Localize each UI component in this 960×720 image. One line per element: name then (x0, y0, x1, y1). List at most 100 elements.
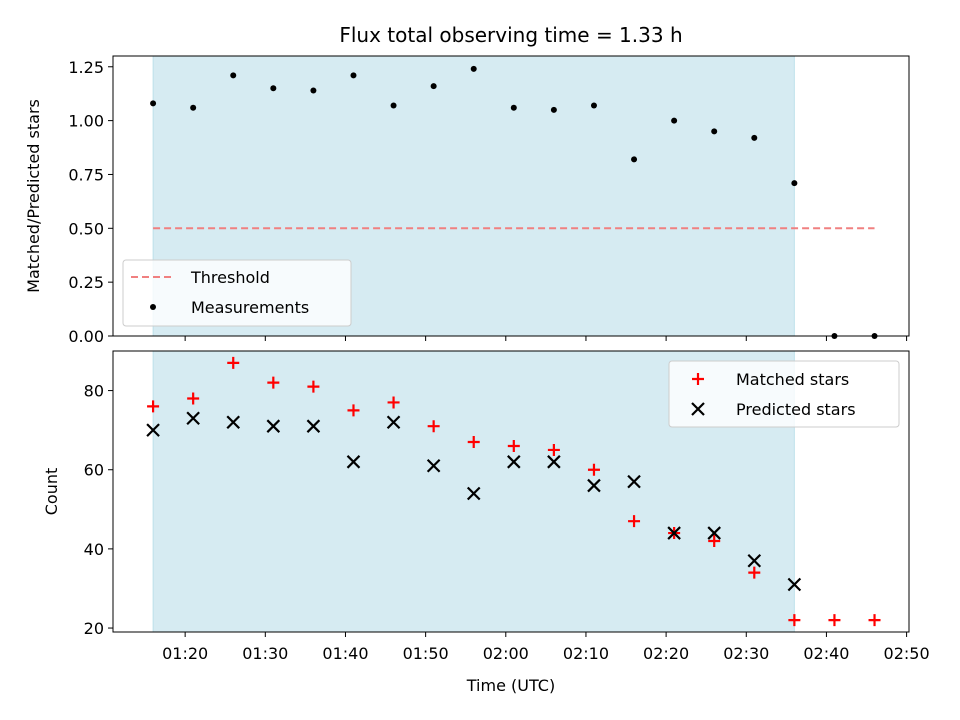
predicted-stars-point (146, 423, 160, 437)
bottom-y-ticks: 20 40 60 80 (84, 382, 113, 638)
predicted-stars-point (226, 415, 241, 430)
measurement-point (671, 117, 678, 124)
top-y-tick-label: 0.50 (68, 219, 104, 238)
matched-stars-point (828, 614, 841, 627)
bottom-y-tick-label: 80 (84, 382, 104, 401)
top-y-tick-label: 0.75 (68, 165, 104, 184)
bottom-x-tick-label: 02:00 (483, 644, 529, 663)
measurement-point (510, 104, 517, 111)
bottom-plot-frame (112, 350, 910, 633)
predicted-stars-point (426, 458, 441, 473)
bottom-x-tick-label: 02:10 (563, 644, 609, 663)
predicted-stars-point (306, 419, 321, 433)
legend-plus-marker (692, 373, 704, 385)
predicted-stars-point (547, 455, 561, 469)
legend-predicted-label: Predicted stars (736, 400, 856, 419)
matched-stars-point (387, 396, 400, 409)
measurement-point (150, 100, 157, 107)
legend-measurements-label: Measurements (191, 298, 309, 317)
bottom-x-tick-label: 02:20 (643, 644, 689, 663)
matched-stars-point (748, 566, 761, 579)
matched-stars-point (427, 420, 440, 433)
chart-title: Flux total observing time = 1.33 h (339, 23, 682, 47)
measurement-point (711, 128, 718, 135)
predicted-stars-point (186, 411, 200, 426)
predicted-stars-point (787, 577, 802, 592)
measurement-point (310, 87, 317, 94)
matched-stars-point (507, 439, 520, 452)
measurement-point (190, 104, 197, 111)
predicted-stars-point (507, 455, 521, 469)
bottom-x-ticks: 01:20 01:30 01:40 01:50 02:00 02:10 02:20 02:30… (162, 632, 930, 663)
bottom-y-axis-label: Count (42, 468, 61, 516)
top-y-ticks: 0.00 0.25 0.50 0.75 1.00 1.25 (68, 58, 113, 346)
predicted-stars-point (747, 553, 762, 568)
top-legend: Threshold Measurements (122, 259, 352, 327)
bottom-x-tick-label: 01:30 (242, 644, 288, 663)
top-y-tick-label: 0.25 (68, 273, 104, 292)
bottom-x-tick-label: 02:40 (803, 644, 849, 663)
top-y-tick-label: 0.00 (68, 327, 104, 346)
top-y-tick-label: 1.00 (68, 112, 104, 131)
matched-stars-point (307, 380, 320, 393)
matched-stars-point (587, 463, 600, 476)
top-plot-frame (112, 55, 910, 337)
top-y-axis-label: Matched/Predicted stars (24, 99, 43, 293)
predicted-stars-point (346, 455, 361, 469)
top-x-ticks (184, 336, 908, 341)
predicted-stars-point (627, 474, 641, 489)
legend-threshold-label: Threshold (190, 268, 270, 287)
measurement-point (550, 106, 557, 113)
bottom-y-tick-label: 60 (84, 461, 104, 480)
matched-stars-point (267, 376, 280, 389)
matched-stars-point (547, 443, 560, 456)
measurement-points (150, 65, 878, 339)
measurement-point (791, 180, 798, 187)
count-points (146, 356, 881, 627)
bottom-y-tick-label: 40 (84, 540, 104, 559)
matched-stars-point (227, 356, 240, 369)
x-axis-label: Time (UTC) (466, 676, 555, 695)
measurement-point (390, 102, 397, 109)
matched-stars-point (147, 400, 160, 413)
bottom-legend-box (668, 360, 900, 428)
top-axes: 0.00 0.25 0.50 0.75 1.00 1.25 Matched/Predict… (24, 55, 910, 346)
matched-stars-point (467, 436, 480, 449)
top-legend-box (122, 259, 352, 327)
matched-stars-point (347, 404, 360, 417)
measurement-point (470, 65, 477, 72)
predicted-stars-point (386, 415, 401, 430)
measurement-point (590, 102, 597, 109)
matched-stars-point (628, 515, 641, 528)
predicted-stars-point (266, 419, 281, 433)
predicted-stars-point (667, 526, 681, 540)
matched-stars-point (187, 392, 200, 405)
bottom-x-tick-label: 01:50 (403, 644, 449, 663)
measurement-point (230, 72, 237, 79)
measurement-point (430, 83, 437, 90)
legend-matched-swatch (692, 373, 704, 385)
measurement-point (751, 134, 758, 141)
measurement-point (270, 85, 277, 92)
legend-predicted-swatch (691, 402, 705, 416)
predicted-stars-point (466, 486, 481, 501)
bottom-y-tick-label: 20 (84, 619, 104, 638)
bottom-x-tick-label: 02:50 (884, 644, 930, 663)
matched-stars-point (708, 534, 721, 547)
matched-stars-point (868, 614, 881, 627)
bottom-x-tick-label: 01:40 (322, 644, 368, 663)
top-y-tick-label: 1.25 (68, 58, 104, 77)
legend-measurement-swatch (150, 304, 156, 310)
bottom-x-tick-label: 01:20 (162, 644, 208, 663)
predicted-stars-point (587, 478, 601, 493)
matched-stars-point (788, 614, 801, 627)
bottom-x-tick-label: 02:30 (723, 644, 769, 663)
measurement-point (350, 72, 357, 79)
legend-x-marker (691, 402, 705, 416)
predicted-stars-point (707, 526, 721, 540)
legend-matched-label: Matched stars (736, 370, 849, 389)
bottom-legend: Matched stars Predicted stars (668, 360, 900, 428)
measurement-point (631, 156, 638, 163)
